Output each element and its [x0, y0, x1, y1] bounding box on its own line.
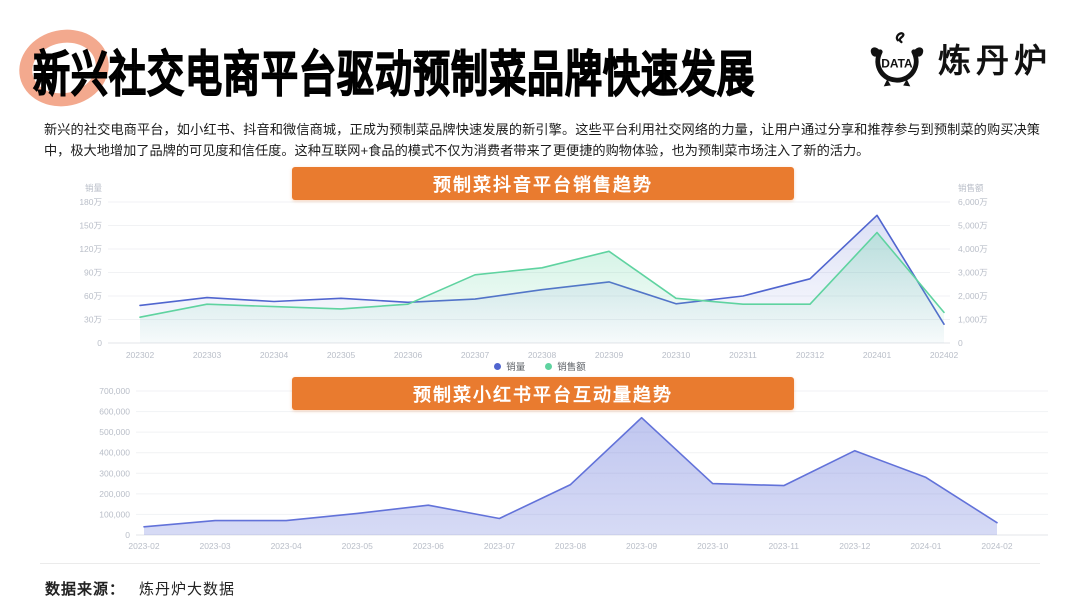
- svg-text:6,000万: 6,000万: [958, 197, 988, 207]
- svg-text:60万: 60万: [84, 291, 102, 301]
- legend-label: 销售额: [557, 362, 586, 373]
- svg-text:3,000万: 3,000万: [958, 268, 988, 278]
- svg-text:202311: 202311: [729, 350, 757, 360]
- 互动量-line: [143, 416, 998, 528]
- svg-text:202308: 202308: [528, 350, 557, 360]
- svg-text:202305: 202305: [327, 350, 356, 360]
- svg-text:2023-05: 2023-05: [342, 541, 373, 551]
- svg-text:202304: 202304: [260, 350, 289, 360]
- svg-text:销售额: 销售额: [958, 183, 984, 193]
- cauldron-data-icon: DATA: [870, 32, 924, 87]
- svg-text:180万: 180万: [80, 197, 102, 207]
- svg-text:150万: 150万: [80, 221, 102, 231]
- svg-text:300,000: 300,000: [99, 468, 130, 478]
- xiaohongshu-interaction-trend-chart: 700,000 600,000 500,000 400,000 300,000 200,0…: [99, 386, 1048, 551]
- data-source-label: 数据来源：: [45, 581, 126, 598]
- svg-text:2023-06: 2023-06: [413, 541, 444, 551]
- svg-text:202312: 202312: [796, 350, 825, 360]
- svg-text:30万: 30万: [84, 315, 102, 325]
- svg-text:2024-01: 2024-01: [910, 541, 941, 551]
- 销售额-line: [139, 231, 945, 318]
- svg-text:700,000: 700,000: [99, 386, 130, 396]
- svg-text:2023-08: 2023-08: [555, 541, 586, 551]
- svg-text:2023-03: 2023-03: [199, 541, 230, 551]
- svg-text:500,000: 500,000: [99, 427, 130, 437]
- svg-text:0: 0: [958, 338, 963, 348]
- chart2-title-banner: 预制菜小红书平台互动量趋势: [292, 377, 794, 410]
- svg-text:2023-12: 2023-12: [839, 541, 870, 551]
- svg-text:2,000万: 2,000万: [958, 291, 988, 301]
- chart1-legend: 销量 销售额: [80, 359, 1000, 373]
- svg-text:202303: 202303: [193, 350, 222, 360]
- svg-text:2023-07: 2023-07: [484, 541, 515, 551]
- svg-text:销量: 销量: [85, 183, 103, 193]
- svg-text:600,000: 600,000: [99, 407, 130, 417]
- svg-text:5,000万: 5,000万: [958, 221, 988, 231]
- intro-paragraph: 新兴的社交电商平台，如小红书、抖音和微信商城，正成为预制菜品牌快速发展的新引擎。…: [44, 122, 1040, 158]
- svg-text:2023-10: 2023-10: [697, 541, 728, 551]
- brand-logo: DATA 炼丹炉: [866, 28, 1052, 88]
- svg-text:90万: 90万: [84, 268, 102, 278]
- svg-text:202401: 202401: [863, 350, 892, 360]
- svg-text:1,000万: 1,000万: [958, 315, 988, 325]
- data-source-value: 炼丹炉大数据: [139, 581, 236, 598]
- data-source-note: 数据来源： 炼丹炉大数据: [45, 578, 235, 599]
- legend-label: 销量: [506, 362, 526, 373]
- legend-dot-icon: [545, 362, 553, 370]
- page-title: 新兴社交电商平台驱动预制菜品牌快速发展: [32, 46, 755, 102]
- svg-text:DATA: DATA: [881, 57, 913, 71]
- svg-text:202310: 202310: [662, 350, 691, 360]
- svg-text:202302: 202302: [126, 350, 155, 360]
- svg-text:202309: 202309: [595, 350, 624, 360]
- svg-text:2024-02: 2024-02: [981, 541, 1012, 551]
- svg-text:120万: 120万: [80, 244, 102, 254]
- 销售额-area: [140, 232, 944, 343]
- svg-text:202306: 202306: [394, 350, 423, 360]
- svg-text:2023-04: 2023-04: [271, 541, 302, 551]
- svg-text:400,000: 400,000: [99, 448, 130, 458]
- svg-text:202402: 202402: [930, 350, 959, 360]
- svg-text:100,000: 100,000: [99, 509, 130, 519]
- svg-text:200,000: 200,000: [99, 489, 130, 499]
- svg-text:2023-02: 2023-02: [128, 541, 159, 551]
- svg-text:0: 0: [97, 338, 102, 348]
- legend-dot-icon: [494, 362, 502, 370]
- footer-divider: [40, 563, 1040, 564]
- svg-text:4,000万: 4,000万: [958, 244, 988, 254]
- 互动量-area: [144, 417, 997, 535]
- legend-item-销量[interactable]: 销量: [494, 359, 525, 373]
- legend-item-销售额[interactable]: 销售额: [545, 359, 586, 373]
- chart1-title-banner: 预制菜抖音平台销售趋势: [292, 167, 794, 200]
- svg-text:202307: 202307: [461, 350, 490, 360]
- svg-text:2023-09: 2023-09: [626, 541, 657, 551]
- douyin-sales-trend-chart: 180万 6,000万 150万 5,000万 120万 4,000万 90万 3,000万 6…: [80, 183, 988, 360]
- svg-text:0: 0: [125, 530, 130, 540]
- svg-text:2023-11: 2023-11: [768, 541, 799, 551]
- brand-name: 炼丹炉: [938, 42, 1052, 79]
